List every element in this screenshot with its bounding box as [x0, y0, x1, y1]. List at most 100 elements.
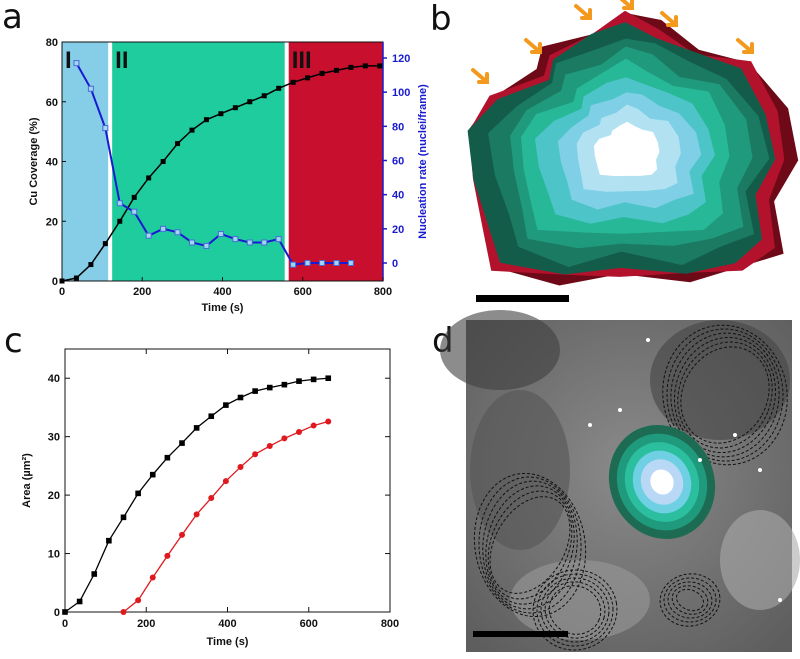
- island-contour-left: [478, 476, 582, 614]
- nucleation-point: [232, 236, 239, 243]
- area-point-1: [149, 471, 156, 478]
- panel-label-b: b: [430, 0, 452, 39]
- nucleation-point: [73, 60, 80, 67]
- nucleation-point: [189, 239, 196, 246]
- area-point-2: [266, 443, 273, 450]
- y-tick-label: 40: [48, 373, 60, 385]
- x-axis-label: Time (s): [207, 636, 249, 648]
- coverage-point: [247, 99, 253, 105]
- nucleation-point: [275, 236, 282, 243]
- coverage-point: [319, 70, 325, 76]
- nucleation-point: [290, 261, 297, 268]
- coverage-point: [73, 275, 79, 281]
- arrow-icon: [736, 38, 754, 54]
- nucleation-point: [261, 239, 268, 246]
- arrow-icon: [619, 0, 634, 10]
- growth-contour-9: [593, 121, 660, 177]
- y-tick-label: 20: [48, 490, 60, 502]
- coverage-point: [333, 67, 339, 73]
- coverage-point: [88, 262, 94, 268]
- island-contour-upper-right: [666, 328, 784, 462]
- area-point-2: [252, 451, 259, 458]
- coverage-point: [102, 241, 108, 247]
- y2-tick-label: 100: [392, 87, 410, 99]
- nucleation-point: [145, 232, 152, 239]
- y-tick-label: 60: [46, 97, 58, 109]
- area-point-1: [325, 375, 332, 382]
- x-tick-label: 200: [133, 286, 151, 298]
- area-point-1: [164, 454, 171, 461]
- area-point-2: [120, 609, 127, 615]
- nucleation-point: [203, 242, 210, 249]
- coverage-point: [232, 105, 238, 111]
- area-point-2: [149, 574, 156, 581]
- nucleation-point: [131, 208, 138, 215]
- area-point-2: [310, 422, 317, 429]
- scale-bar: [476, 295, 569, 302]
- y-tick-label: 20: [46, 216, 58, 228]
- area-point-1: [208, 413, 215, 420]
- island-contour-left: [489, 496, 571, 594]
- microscopy-image-with-contours: [440, 310, 800, 652]
- coverage-point: [160, 159, 166, 164]
- coverage-point: [362, 63, 368, 69]
- panel-label-a: a: [2, 0, 23, 37]
- area-point-1: [237, 394, 244, 401]
- y-tick-label: 30: [48, 432, 60, 444]
- region-II-band: [112, 42, 285, 281]
- bright-particle: [698, 458, 702, 462]
- grain-region: [510, 560, 650, 640]
- area-point-2: [135, 597, 142, 604]
- bright-particle: [618, 408, 622, 412]
- scale-bar: [473, 631, 568, 637]
- bright-particle: [758, 468, 762, 472]
- arrow-icon: [660, 11, 678, 27]
- island-contour-bottom-right: [659, 573, 721, 627]
- bright-particle: [588, 423, 592, 427]
- area-point-2: [281, 435, 288, 442]
- area-point-2: [222, 478, 229, 485]
- y2-tick-label: 80: [392, 121, 404, 133]
- arrow-icon: [524, 38, 542, 54]
- nucleation-point: [217, 230, 224, 237]
- island-contour-bottom: [540, 577, 610, 643]
- area-point-1: [223, 402, 229, 408]
- area-point-1: [91, 571, 98, 577]
- y2-tick-label: 0: [392, 258, 398, 270]
- grain-region: [440, 310, 560, 390]
- nucleation-point: [174, 229, 181, 236]
- island-contour-bottom: [548, 585, 602, 635]
- island-contour-left: [485, 485, 575, 605]
- coverage-point: [348, 64, 354, 70]
- coverage-point: [146, 175, 152, 181]
- island-contour-upper-right: [662, 324, 788, 466]
- nucleation-point: [347, 260, 354, 266]
- island-contour-upper-right: [670, 332, 780, 458]
- area-point-1: [252, 388, 258, 394]
- x-tick-label: 800: [381, 618, 399, 630]
- arrow-icon: [471, 68, 489, 84]
- island-contour-upper-right: [673, 336, 777, 454]
- y-tick-label: 0: [52, 276, 58, 288]
- island-contour-left: [473, 472, 587, 618]
- island-contour-bottom: [532, 569, 618, 651]
- coverage-point: [218, 111, 224, 117]
- x-tick-label: 200: [137, 618, 155, 630]
- area-point-1: [62, 609, 68, 615]
- area-point-2: [237, 464, 244, 471]
- coverage-point: [261, 93, 267, 99]
- bright-particle: [646, 338, 650, 342]
- area-point-2: [164, 552, 171, 559]
- y-tick-label: 80: [46, 37, 58, 49]
- island-contour-upper-right: [680, 346, 770, 444]
- nucleation-point: [116, 200, 123, 207]
- x-tick-label: 400: [213, 286, 231, 298]
- island-contour-bottom-right: [671, 585, 709, 615]
- area-point-2: [193, 511, 200, 518]
- y2-tick-label: 40: [392, 190, 404, 202]
- region-III-label: III: [292, 47, 312, 74]
- coverage-point: [117, 218, 123, 224]
- coverage-point: [276, 85, 282, 91]
- island-contour-bottom-right: [663, 577, 717, 623]
